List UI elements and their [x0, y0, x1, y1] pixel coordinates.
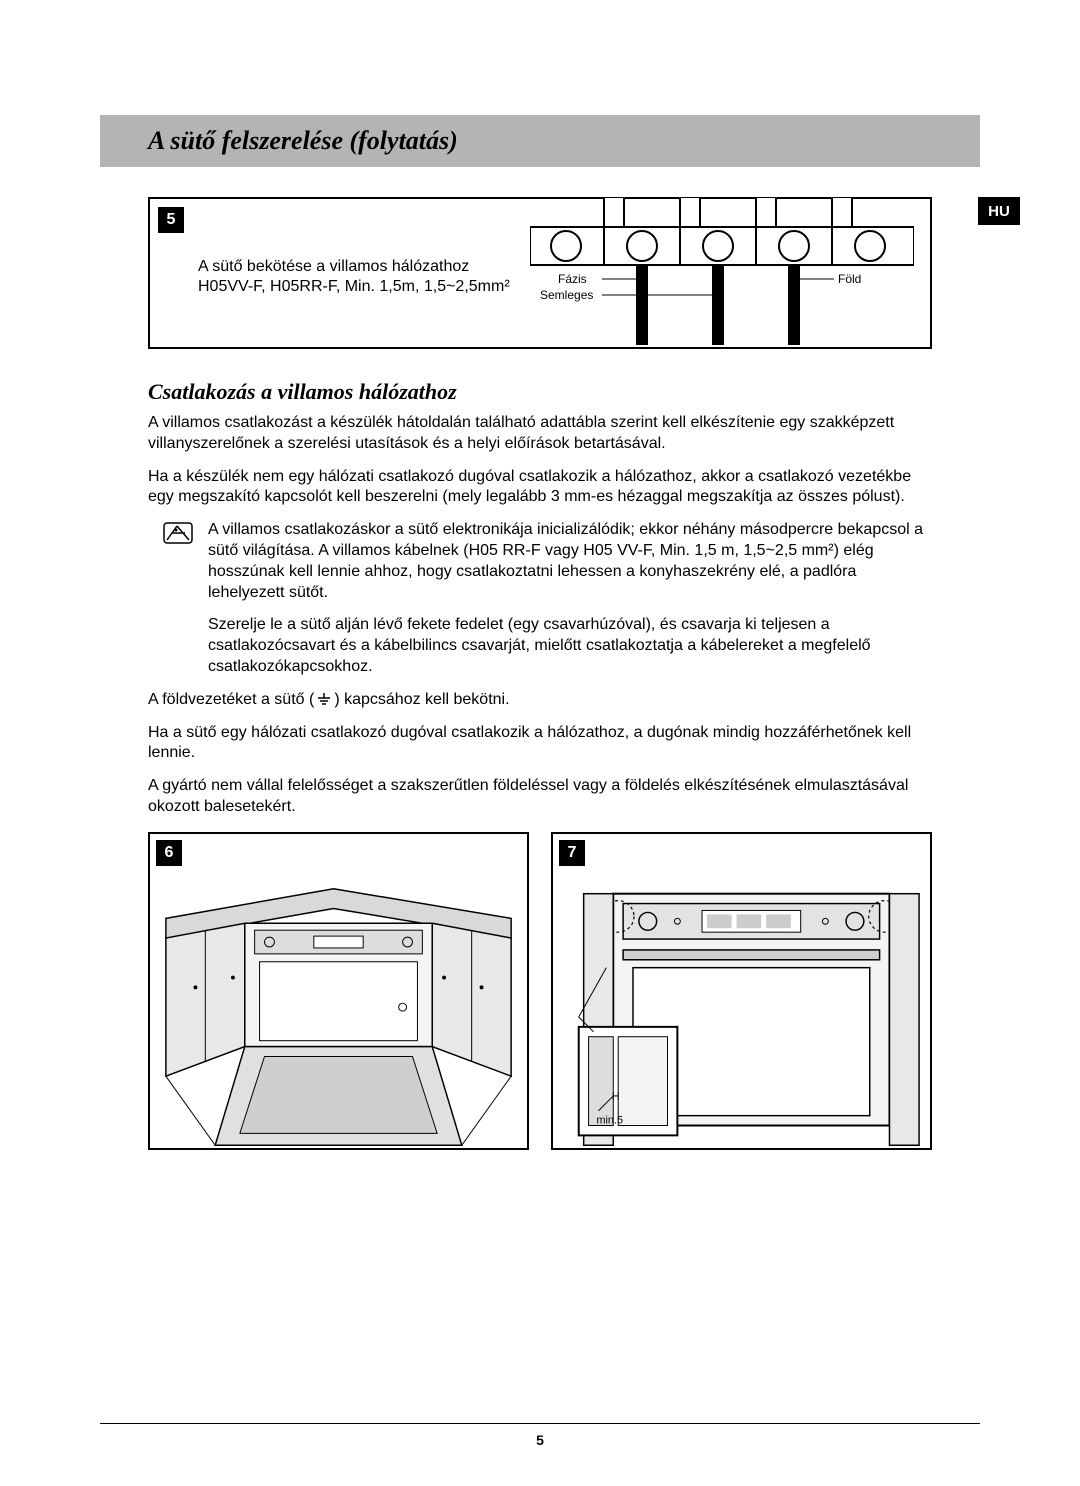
language-badge: HU — [978, 197, 1020, 225]
figure-7: 7 — [551, 832, 932, 1150]
page-number: 5 — [0, 1432, 1080, 1448]
header-band: A sütő felszerelése (folytatás) — [100, 115, 980, 167]
figures-row: 6 — [148, 832, 932, 1150]
paragraph-2: Ha a készülék nem egy hálózati csatlakoz… — [148, 467, 932, 509]
figure-6: 6 — [148, 832, 529, 1150]
figure-6-svg — [156, 866, 521, 1168]
label-phase: Fázis — [558, 272, 587, 286]
note-2-text: Szerelje le a sütő alján lévő fekete fed… — [208, 615, 932, 677]
para3a: A földvezetéket a sütő ( — [148, 690, 314, 711]
terminal-diagram: Fázis Semleges Föld — [530, 197, 914, 349]
step-7-number: 7 — [559, 840, 585, 866]
paragraph-3: A földvezetéket a sütő ( ) kapcsához kel… — [148, 690, 932, 711]
label-neutral: Semleges — [540, 288, 593, 302]
note-spacer — [148, 615, 208, 677]
page: A sütő felszerelése (folytatás) HU 5 A s… — [0, 0, 1080, 1486]
subheading: Csatlakozás a villamos hálózathoz — [148, 379, 932, 405]
page-title: A sütő felszerelése (folytatás) — [148, 126, 458, 156]
note-1-text: A villamos csatlakozáskor a sütő elektro… — [208, 520, 932, 603]
step-5-line1: A sütő bekötése a villamos hálózathoz — [198, 257, 510, 277]
paragraph-4: Ha a sütő egy hálózati csatlakozó dugóva… — [148, 723, 932, 765]
figure-7-svg: min.5 — [559, 866, 924, 1168]
paragraph-5: A gyártó nem vállal felelősséget a szaks… — [148, 776, 932, 818]
svg-text:min.5: min.5 — [596, 1114, 623, 1126]
note-row-2: Szerelje le a sütő alján lévő fekete fed… — [148, 615, 932, 677]
step-5-line2: H05VV-F, H05RR-F, Min. 1,5m, 1,5~2,5mm² — [198, 277, 510, 297]
step-6-number: 6 — [156, 840, 182, 866]
step-5-text: A sütő bekötése a villamos hálózathoz H0… — [198, 257, 510, 297]
label-earth: Föld — [838, 272, 861, 286]
step-5-number: 5 — [158, 207, 184, 233]
para3b: ) kapcsához kell bekötni. — [334, 690, 509, 711]
ground-icon — [316, 692, 332, 708]
note-row-1: A villamos csatlakozáskor a sütő elektro… — [148, 520, 932, 603]
step-5-box: 5 A sütő bekötése a villamos hálózathoz … — [148, 197, 932, 349]
footer-rule — [100, 1423, 980, 1424]
note-icon — [148, 520, 208, 603]
paragraph-1: A villamos csatlakozást a készülék hátol… — [148, 413, 932, 455]
